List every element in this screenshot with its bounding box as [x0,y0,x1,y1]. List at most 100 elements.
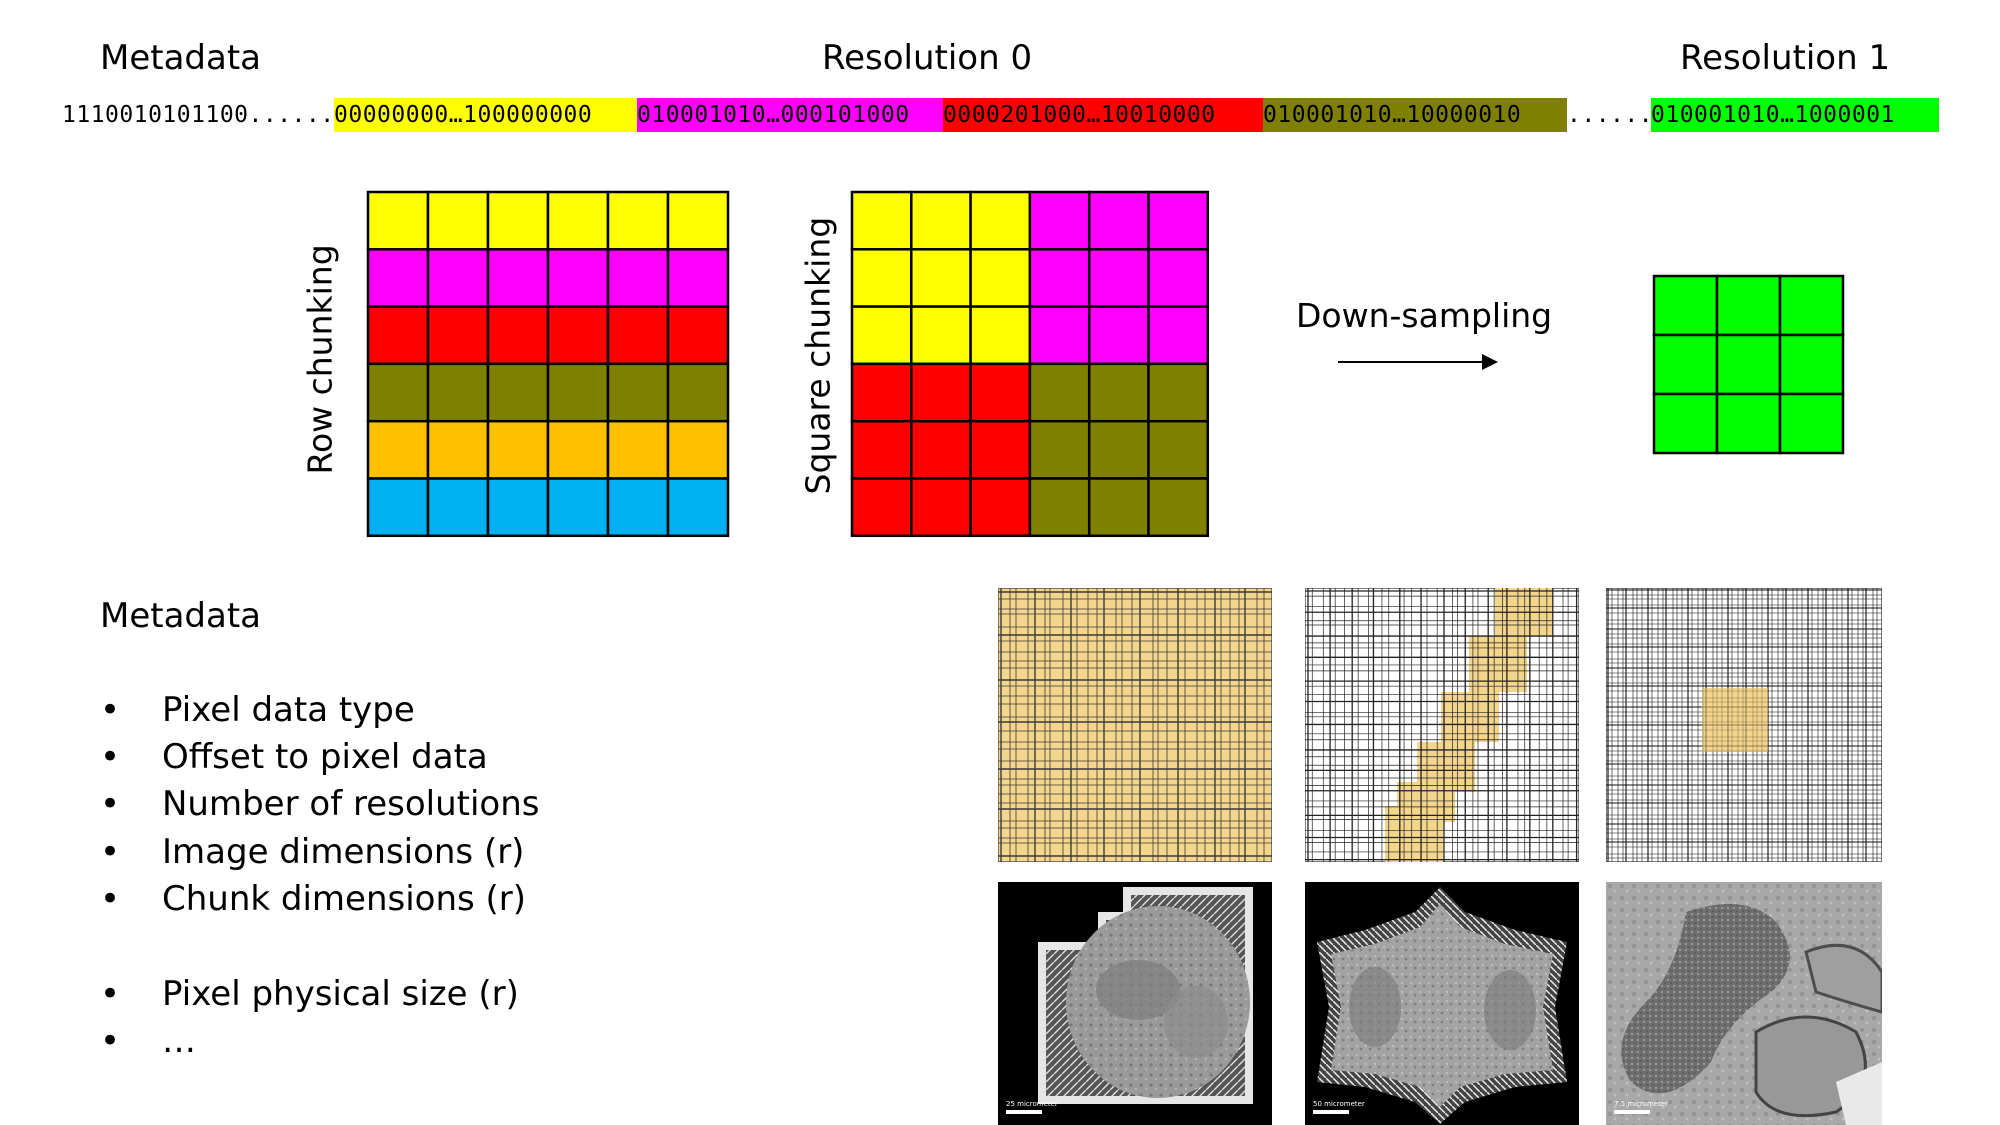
square-chunk-cell [1028,362,1091,423]
row-chunk-cell [366,305,430,366]
square-chunk-cell [910,419,972,480]
row-chunk-cell [666,305,730,366]
square-chunk-cell [969,419,1032,480]
chunk-grid-panel-full [998,588,1272,862]
square-chunk-cell [910,362,972,423]
bullet-icon: • [100,974,121,1014]
microscopy-image-1: 25 micrometer [998,882,1272,1125]
downsampled-chunk-cell [1715,333,1782,396]
microscopy-image-2: 50 micrometer [1305,882,1579,1125]
square-chunk-cell [969,190,1032,251]
scale-bar-label: 25 micrometer [1006,1100,1058,1108]
square-chunking-grid [850,190,1210,538]
row-chunk-cell [426,305,490,366]
downsampled-chunk-cell [1778,333,1845,396]
highlight-overlay [1702,688,1768,752]
bullet-icon: • [100,784,121,824]
square-chunk-cell [1147,477,1210,538]
bullet-icon: • [100,690,121,730]
row-chunk-cell [666,419,730,480]
downsampled-chunk-cell [1778,274,1845,337]
square-chunk-cell [910,477,972,538]
square-chunk-cell [1147,419,1210,480]
row-chunk-cell [426,248,490,308]
scale-bar [1614,1110,1650,1114]
square-chunk-cell [910,190,972,251]
highlight-region [998,588,1272,862]
downsampled-chunk-cell [1652,392,1719,455]
row-chunk-cell [366,477,430,538]
square-chunk-cell [910,305,972,366]
downsampled-chunk-cell [1715,274,1782,337]
row-chunk-cell [426,362,490,423]
microscopy-image-3: 7.5 micrometer [1606,882,1882,1125]
bitstream: 1110010101100......... 00000000…10000000… [62,98,1939,132]
square-chunk-cell [1028,419,1091,480]
square-chunk-cell [1028,190,1091,251]
square-chunk-cell [850,305,913,366]
square-chunk-cell [1147,248,1210,308]
bullet-icon: • [100,832,121,872]
row-chunk-cell [366,248,430,308]
resolution-1-grid [1652,274,1845,455]
square-chunking-label: Square chunking [798,216,838,495]
square-chunk-cell [1147,305,1210,366]
square-chunk-cell [850,248,913,308]
scale-bar-label: 7.5 micrometer [1614,1100,1668,1108]
metadata-header: Metadata [100,38,262,78]
down-sampling-label: Down-sampling [1296,296,1553,335]
row-chunk-cell [486,419,550,480]
row-chunk-cell [546,362,610,423]
downsampled-chunk-cell [1715,392,1782,455]
highlight-region [1469,636,1527,692]
downsampled-chunk-cell [1778,392,1845,455]
chunk-grid-panel-square [1606,588,1882,862]
resolution-0-header: Resolution 0 [822,38,1033,78]
row-chunk-cell [546,248,610,308]
down-sampling-arrow [1338,354,1498,370]
bitstream-red-segment: 0000201000…10010000 [943,98,1263,132]
row-chunk-cell [666,362,730,423]
square-chunk-cell [969,248,1032,308]
bullet-icon: • [100,1021,121,1061]
square-chunk-cell [910,248,972,308]
bitstream-olive-segment: 010001010…10000010 [1263,98,1567,132]
highlight-region [1385,806,1443,862]
square-chunk-cell [1087,362,1150,423]
bullet-icon: • [100,879,121,919]
bitstream-green-segment: 010001010…1000001 [1651,98,1939,132]
row-chunk-cell [486,190,550,251]
square-chunk-cell [1087,190,1150,251]
row-chunk-cell [666,477,730,538]
square-chunk-cell [1087,419,1150,480]
bitstream-magenta-segment: 010001010…000101000 [637,98,943,132]
metadata-list-title: Metadata [100,596,262,636]
square-chunk-cell [850,477,913,538]
scale-bar [1313,1110,1349,1114]
bitstream-yellow-segment: 00000000…100000000 [334,98,637,132]
square-chunk-cell [1028,477,1091,538]
bitstream-metadata-segment: 1110010101100......... [62,102,378,128]
chunk-grid-panel-diagonal [1305,588,1579,862]
square-chunk-cell [969,305,1032,366]
row-chunk-cell [486,477,550,538]
bullet-icon: • [100,737,121,777]
bitstream-gap-segment: ............... [1567,98,1782,132]
metadata-list: • Pixel data type • Offset to pixel data •… [100,690,540,1061]
row-chunk-cell [426,477,490,538]
square-chunk-cell [1087,305,1150,366]
row-chunk-cell [366,190,430,251]
square-chunk-cell [1147,362,1210,423]
square-chunk-cell [1087,477,1150,538]
square-chunk-cell [1028,248,1091,308]
square-chunk-cell [969,477,1032,538]
row-chunk-cell [606,248,670,308]
row-chunk-cell [606,190,670,251]
resolution-1-header: Resolution 1 [1680,38,1891,78]
scale-bar-label: 50 micrometer [1313,1100,1365,1108]
downsampled-chunk-cell [1652,333,1719,396]
row-chunking-grid [366,190,730,538]
square-chunk-cell [850,190,913,251]
square-chunk-cell [1147,190,1210,251]
square-chunk-cell [1028,305,1091,366]
